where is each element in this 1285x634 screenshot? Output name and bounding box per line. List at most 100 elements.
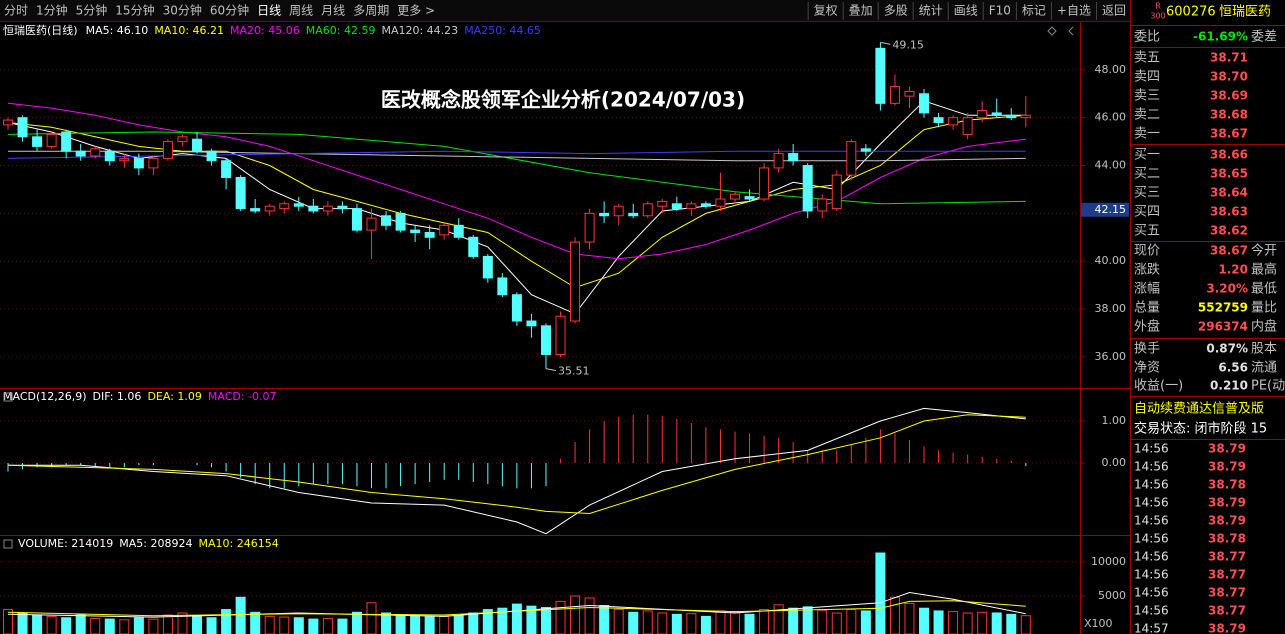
- notice[interactable]: 自动续费通达信普及版: [1134, 402, 1264, 417]
- volume-bar: [3, 609, 13, 634]
- volume-bar: [700, 615, 711, 634]
- period-tab[interactable]: 1分钟: [36, 3, 68, 18]
- volume-bar: [584, 597, 595, 634]
- tick-time: 14:56: [1134, 496, 1169, 510]
- legend-item: MA5: 46.10: [86, 24, 149, 37]
- candle-body: [162, 141, 173, 159]
- candle-body: [860, 148, 871, 152]
- row-extra: 流通: [1251, 361, 1277, 376]
- volume-bar: [540, 607, 551, 634]
- row-extra: 委差: [1251, 30, 1277, 45]
- toolbar-button[interactable]: 统计: [919, 4, 943, 18]
- period-tab[interactable]: 周线: [289, 4, 313, 18]
- tick-time: 14:57: [1134, 622, 1169, 634]
- row-label: 卖一: [1134, 127, 1160, 142]
- toolbar-button[interactable]: F10: [989, 4, 1011, 18]
- candle-body: [730, 193, 740, 200]
- volume-bar: [831, 612, 842, 634]
- volume-bar: [671, 613, 682, 634]
- volume-bar: [61, 617, 72, 634]
- row-value: 38.70: [1210, 70, 1248, 84]
- volume-bar: [555, 600, 566, 634]
- volume-bar: [366, 602, 377, 634]
- volume-bar: [279, 616, 290, 634]
- volume-bar: [17, 612, 28, 634]
- toolbar-button[interactable]: 多股: [884, 4, 908, 18]
- volume-bar: [148, 618, 159, 634]
- tick-price: 38.78: [1208, 532, 1246, 546]
- candle-body: [308, 205, 319, 212]
- candle-body: [715, 198, 726, 207]
- icon[interactable]: [1068, 26, 1074, 36]
- toolbar-button[interactable]: 叠加: [849, 4, 873, 18]
- stock-name: 恒瑞医药: [1219, 5, 1271, 20]
- tick-time: 14:56: [1134, 442, 1169, 456]
- toolbar-bg: [0, 0, 1130, 21]
- period-tab[interactable]: 30分钟: [163, 3, 202, 18]
- row-value: 38.64: [1210, 186, 1248, 200]
- unit-label: X100: [1084, 617, 1113, 630]
- volume-bar: [933, 610, 944, 634]
- period-tab[interactable]: 月线: [321, 4, 345, 18]
- toolbar-button[interactable]: 画线: [954, 4, 978, 18]
- period-tab[interactable]: 更多 >: [397, 4, 435, 18]
- period-tab[interactable]: 15分钟: [115, 3, 154, 18]
- row-value: 38.65: [1210, 167, 1248, 181]
- toolbar-button[interactable]: +自选: [1057, 4, 1091, 18]
- y-tick-label: 1.00: [1102, 414, 1127, 427]
- candle-body: [3, 119, 13, 126]
- toolbar-button[interactable]: 标记: [1022, 4, 1046, 18]
- row-label: 委比: [1134, 30, 1160, 45]
- period-tab[interactable]: 日线: [257, 4, 281, 18]
- row-label: 买三: [1134, 186, 1160, 201]
- row-label: 卖三: [1134, 89, 1160, 104]
- tick-price: 38.78: [1208, 478, 1246, 492]
- candle-body: [613, 205, 624, 217]
- price-tag: 42.15: [1095, 203, 1127, 216]
- toolbar-button[interactable]: 返回: [1102, 4, 1126, 18]
- row-value: 38.63: [1210, 205, 1248, 219]
- volume-bar: [424, 616, 435, 634]
- candle-body: [977, 110, 988, 119]
- tick-time: 14:56: [1134, 586, 1169, 600]
- candle-body: [817, 198, 828, 212]
- period-tab[interactable]: 60分钟: [210, 3, 249, 18]
- volume-bar: [293, 617, 304, 634]
- badge: R: [1155, 2, 1161, 11]
- volume-bar: [991, 612, 1002, 634]
- candle-body: [875, 47, 886, 104]
- volume-bar: [133, 617, 144, 634]
- ma-line: [7, 131, 1026, 205]
- period-tab[interactable]: 5分钟: [76, 3, 108, 18]
- candle-body: [526, 320, 537, 327]
- period-tab[interactable]: 多周期: [353, 4, 389, 18]
- legend-marker: [3, 392, 13, 402]
- period-tab[interactable]: 分时: [4, 4, 28, 18]
- volume-bar: [715, 610, 726, 634]
- row-label: 买一: [1134, 148, 1160, 163]
- legend-item: DEA: 1.09: [147, 390, 201, 403]
- legend-item: MA10: 46.21: [154, 24, 224, 37]
- candle-body: [322, 205, 333, 212]
- candle-body: [962, 117, 973, 135]
- volume-bar: [730, 611, 740, 634]
- candle-body: [657, 200, 668, 207]
- candle-body: [540, 325, 551, 356]
- tick-price: 38.79: [1208, 460, 1246, 474]
- row-extra: 股本: [1251, 342, 1277, 357]
- row-label: 卖二: [1134, 108, 1160, 123]
- tick-time: 14:56: [1134, 550, 1169, 564]
- row-value: 38.67: [1210, 127, 1248, 141]
- legend-item: MACD: -0.07: [208, 390, 277, 403]
- row-value: 1.20: [1218, 263, 1248, 277]
- volume-bar: [381, 612, 392, 634]
- toolbar-button[interactable]: 复权: [814, 4, 838, 18]
- candle-body: [90, 148, 101, 157]
- candle-body: [177, 136, 188, 143]
- candle-body: [250, 208, 261, 212]
- stock-code: 600276: [1166, 5, 1216, 20]
- candle-body: [788, 153, 799, 162]
- candle-body: [1020, 114, 1031, 119]
- icon[interactable]: [1047, 26, 1057, 36]
- volume-bar: [46, 615, 57, 634]
